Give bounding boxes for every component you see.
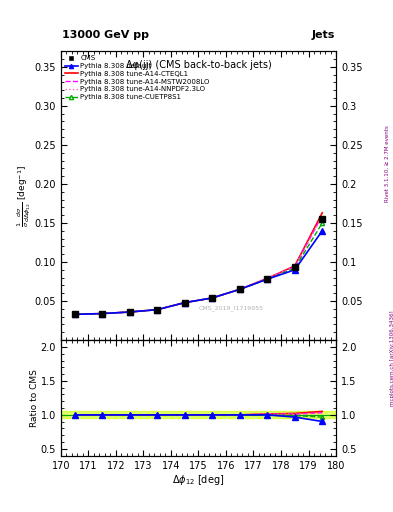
Text: CMS_2019_I1719955: CMS_2019_I1719955 [199, 306, 264, 311]
Text: Jets: Jets [312, 30, 335, 40]
Text: mcplots.cern.ch [arXiv:1306.3436]: mcplots.cern.ch [arXiv:1306.3436] [390, 311, 393, 406]
Y-axis label: $\frac{1}{\sigma}\frac{d\sigma}{d\Delta\phi_{12}}$ [deg$^{-1}$]: $\frac{1}{\sigma}\frac{d\sigma}{d\Delta\… [16, 164, 33, 227]
X-axis label: $\Delta\phi_{12}$ [deg]: $\Delta\phi_{12}$ [deg] [172, 473, 225, 487]
Legend: CMS, Pythia 8.308 default, Pythia 8.308 tune-A14-CTEQL1, Pythia 8.308 tune-A14-M: CMS, Pythia 8.308 default, Pythia 8.308 … [64, 54, 211, 101]
Text: 13000 GeV pp: 13000 GeV pp [62, 30, 149, 40]
Text: Δφ(jj) (CMS back-to-back jets): Δφ(jj) (CMS back-to-back jets) [126, 60, 271, 70]
Text: Rivet 3.1.10, ≥ 2.7M events: Rivet 3.1.10, ≥ 2.7M events [385, 125, 389, 202]
Y-axis label: Ratio to CMS: Ratio to CMS [30, 369, 39, 427]
Bar [61, 412, 336, 418]
